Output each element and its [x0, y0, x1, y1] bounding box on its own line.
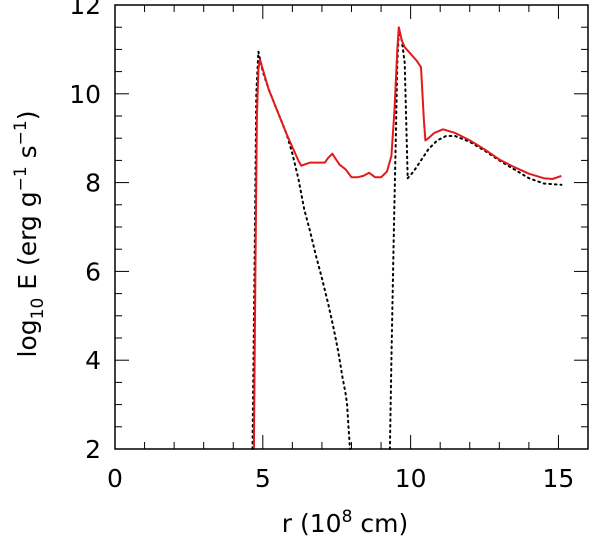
y-tick-label: 10 [69, 80, 101, 109]
x-tick-label: 15 [543, 464, 575, 493]
x-tick-label: 10 [395, 464, 427, 493]
axis-ticks [114, 4, 589, 450]
tick-labels: 0 5 10 15 2 4 6 8 10 12 [69, 0, 574, 493]
y-tick-label: 8 [85, 169, 101, 198]
dotted-series-line [251, 50, 351, 450]
solid-series-line [252, 26, 562, 450]
y-tick-label: 2 [85, 435, 101, 464]
dotted-series-line [406, 135, 563, 186]
dotted-series-line [388, 30, 409, 450]
x-tick-label: 0 [107, 464, 123, 493]
plot-frame [114, 4, 589, 450]
x-axis-label: r (108 cm) [282, 507, 408, 538]
y-tick-label: 6 [85, 257, 101, 286]
y-tick-label: 12 [69, 0, 101, 20]
y-tick-label: 4 [85, 346, 101, 375]
chart-series [251, 26, 563, 450]
x-tick-label: 5 [255, 464, 271, 493]
y-axis-label: log10 E (erg g−1 s−1) [11, 111, 48, 358]
